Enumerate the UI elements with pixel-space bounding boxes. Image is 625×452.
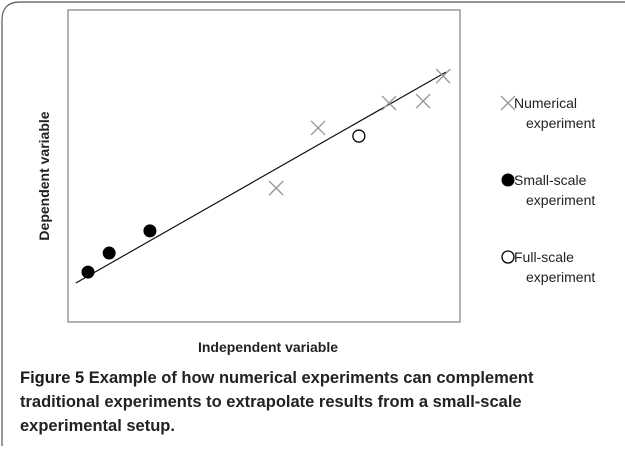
marker-filled <box>81 265 95 279</box>
marker-x <box>310 120 326 136</box>
marker-x <box>415 93 431 109</box>
marker-stroke <box>435 68 451 84</box>
marker-filled <box>501 173 515 187</box>
marker-x <box>381 95 397 111</box>
marker-stroke <box>310 120 326 136</box>
caption-label: Figure 5 <box>20 369 85 387</box>
legend-line: experiment <box>526 192 595 208</box>
marker-filled <box>143 224 157 238</box>
x-axis-label: Independent variable <box>198 339 338 355</box>
marker-stroke <box>500 95 516 111</box>
marker-filled <box>102 246 116 260</box>
legend-line: experiment <box>526 269 595 285</box>
legend-label: Small-scale experiment <box>514 172 595 208</box>
marker-stroke <box>381 95 397 111</box>
legend-line: Numerical <box>514 95 577 111</box>
legend-label: Full-scale experiment <box>514 249 595 285</box>
caption-text: Example of how numerical experiments can… <box>20 369 534 435</box>
marker-open <box>352 129 366 143</box>
caption: Figure 5 Example of how numerical experi… <box>20 366 580 438</box>
legend-line: Full-scale <box>514 249 574 265</box>
marker-x <box>435 68 451 84</box>
marker-stroke <box>415 93 431 109</box>
marker-x <box>500 95 516 111</box>
marker-x <box>268 180 284 196</box>
legend-line: Small-scale <box>514 172 587 188</box>
marker-stroke <box>268 180 284 196</box>
legend-label: Numerical experiment <box>514 95 595 131</box>
marker-open <box>501 250 515 264</box>
legend-line: experiment <box>526 115 595 131</box>
plot-area <box>67 9 461 323</box>
y-axis-label: Dependent variable <box>36 111 52 240</box>
